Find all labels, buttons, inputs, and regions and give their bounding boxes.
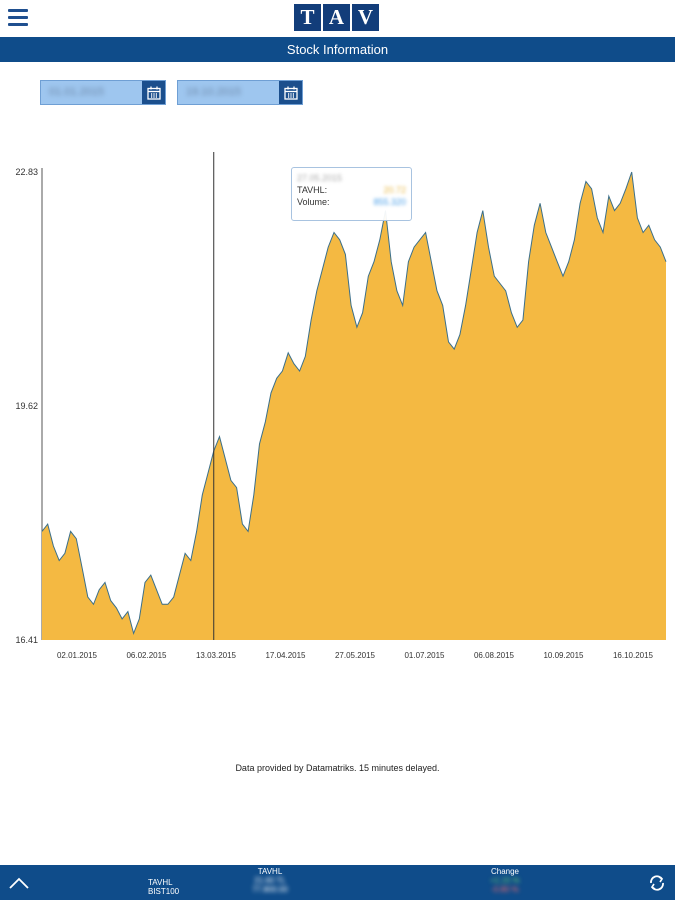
x-tick-label: 17.04.2015 — [265, 651, 306, 660]
footer-change-down: -0.80 % — [491, 885, 519, 894]
x-tick-label: 06.08.2015 — [474, 651, 515, 660]
stock-price-chart[interactable]: 22.83 19.62 16.41 02.01.2015 06.02.2015 13.03… — [0, 150, 675, 670]
footer-change-up: +1.15 % — [490, 876, 520, 885]
y-tick-label: 16.41 — [15, 635, 38, 645]
x-tick-label: 13.03.2015 — [196, 651, 237, 660]
footer-symbols: TAVHL BIST100 — [148, 878, 179, 896]
footer-price: 77.800.00 — [252, 885, 288, 894]
x-tick-label: 27.05.2015 — [335, 651, 376, 660]
hamburger-menu-icon[interactable] — [8, 9, 28, 26]
y-tick-label: 22.83 — [15, 167, 38, 177]
x-tick-label: 10.09.2015 — [543, 651, 584, 660]
footer-symbol: TAVHL — [148, 878, 173, 887]
logo-letter-a: A — [323, 4, 350, 31]
logo-letter-t: T — [294, 4, 321, 31]
footer-price-header: TAVHL — [257, 867, 283, 876]
x-tick-label: 16.10.2015 — [613, 651, 654, 660]
chart-tooltip: 27.05.2015 TAVHL: 20.72 Volume: 855.320 — [291, 167, 412, 221]
tooltip-symbol-label: TAVHL: — [297, 185, 328, 195]
top-bar: T A V — [0, 0, 675, 37]
tooltip-date: 27.05.2015 — [297, 173, 343, 183]
tav-logo: T A V — [294, 4, 379, 31]
tooltip-volume-label: Volume: — [297, 197, 330, 207]
x-tick-label: 06.02.2015 — [126, 651, 167, 660]
start-date-field[interactable]: 01.01.2015 — [40, 80, 166, 105]
tooltip-volume-value: 855.320 — [373, 197, 406, 207]
refresh-icon[interactable] — [648, 874, 666, 892]
price-area — [42, 172, 666, 640]
footer-symbol: BIST100 — [148, 887, 180, 896]
x-tick-label: 02.01.2015 — [57, 651, 98, 660]
logo-letter-v: V — [352, 4, 379, 31]
price-line — [41, 171, 667, 636]
end-date-value: 19.10.2015 — [186, 86, 242, 98]
ticker-footer: TAVHL BIST100 TAVHL 21.60 TL 77.800.00 C… — [0, 865, 675, 900]
chart-plot-area: 22.83 19.62 16.41 02.01.2015 06.02.2015 13.03… — [15, 152, 667, 660]
calendar-icon[interactable] — [142, 81, 165, 104]
data-disclaimer: Data provided by Datamatriks. 15 minutes… — [235, 763, 440, 773]
page-title: Stock Information — [286, 42, 389, 57]
footer-price: 21.60 TL — [254, 876, 286, 885]
chevron-up-icon[interactable] — [8, 874, 30, 892]
footer-prices: TAVHL 21.60 TL 77.800.00 — [240, 867, 300, 894]
footer-change-header: Change — [490, 867, 520, 876]
y-tick-label: 19.62 — [15, 401, 38, 411]
calendar-icon[interactable] — [279, 81, 302, 104]
end-date-field[interactable]: 19.10.2015 — [177, 80, 303, 105]
page-title-bar: Stock Information — [0, 37, 675, 62]
x-tick-label: 01.07.2015 — [404, 651, 445, 660]
footer-changes: Change +1.15 % -0.80 % — [475, 867, 535, 894]
start-date-value: 01.01.2015 — [49, 86, 105, 98]
tooltip-symbol-value: 20.72 — [383, 185, 406, 195]
